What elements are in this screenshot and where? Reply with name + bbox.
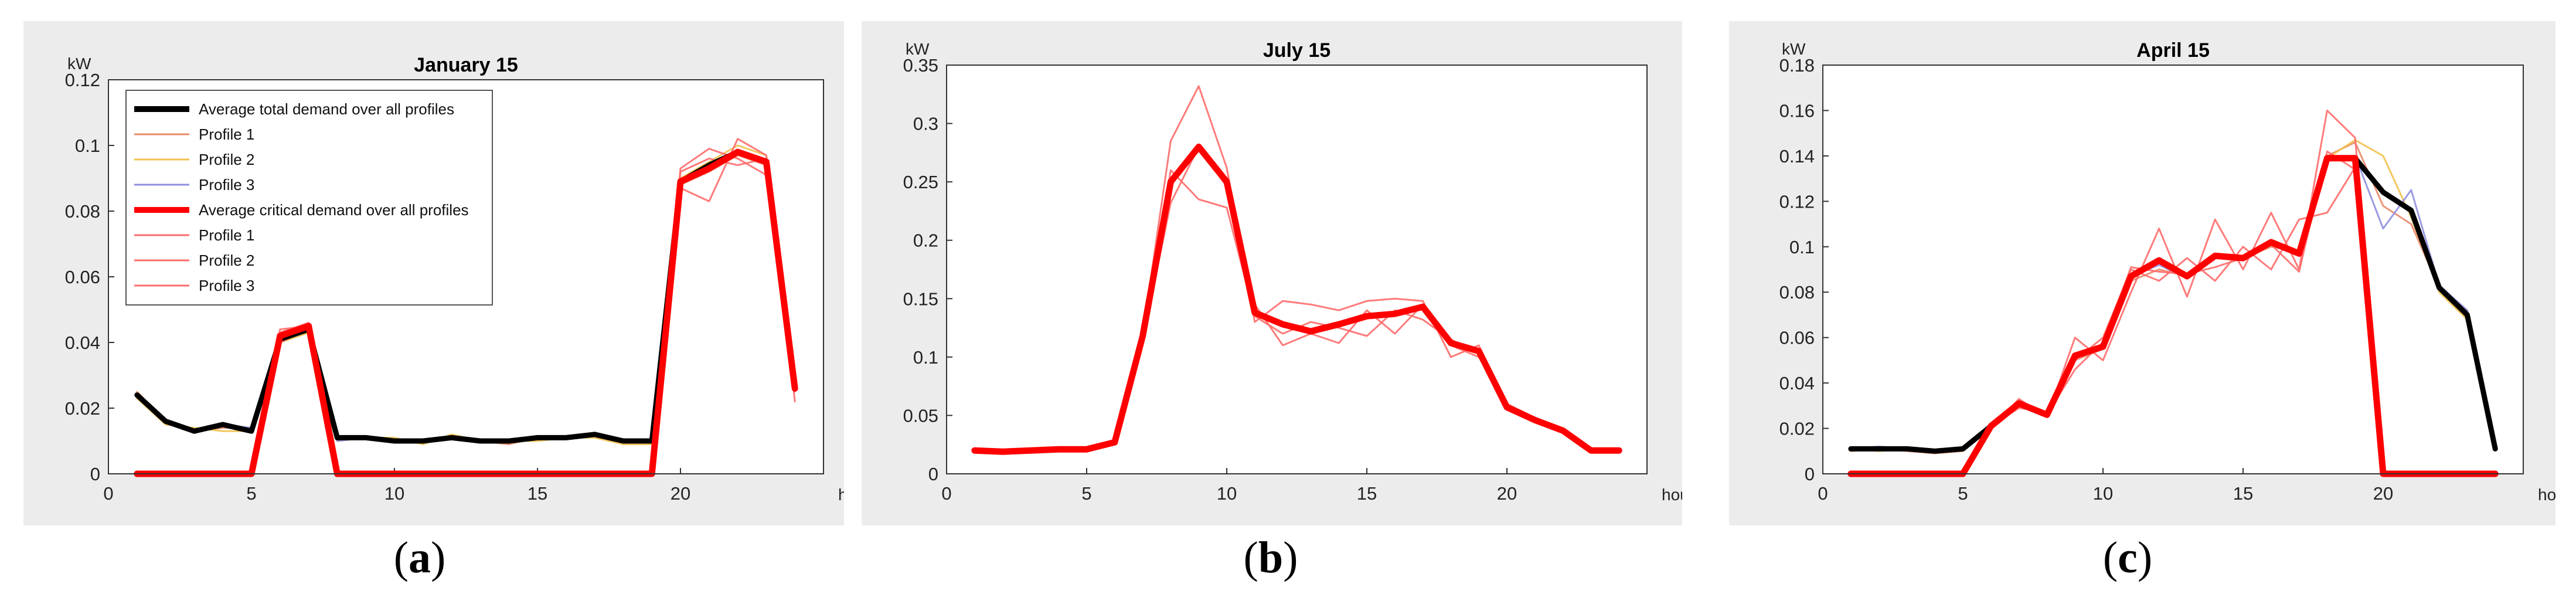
y-tick-label: 0.3 <box>913 114 938 134</box>
legend-entry-label: Profile 1 <box>199 226 254 244</box>
x-tick-label: 15 <box>1357 483 1377 504</box>
y-tick-label: 0.1 <box>75 135 100 156</box>
x-tick-label: 20 <box>1497 483 1517 504</box>
y-axis-label: kW <box>906 40 930 58</box>
x-axis-label: hours <box>2538 486 2555 504</box>
y-axis-label: kW <box>67 55 91 73</box>
legend-entry-label: Profile 2 <box>199 151 254 168</box>
y-tick-label: 0.04 <box>65 332 100 353</box>
x-tick-label: 20 <box>671 483 690 504</box>
y-axis-label: kW <box>1782 40 1806 58</box>
legend-entry-label: Profile 3 <box>199 176 254 194</box>
y-tick-label: 0.02 <box>65 398 100 419</box>
x-tick-label: 5 <box>246 483 256 504</box>
sublabel-b: (b) <box>1243 533 1298 582</box>
y-tick-label: 0.16 <box>1779 100 1815 121</box>
axes-frame <box>946 65 1648 474</box>
plot-area <box>947 65 1647 474</box>
chart-panel-january: January 15 kW hours 0 0.02 0.04 0.06 0.08 0.1 0.1… <box>23 21 844 525</box>
y-tick-label: 0.35 <box>903 55 938 76</box>
x-tick-label: 10 <box>2093 483 2113 504</box>
y-tick-label: 0.02 <box>1779 419 1815 439</box>
sublabel-c: (c) <box>2102 533 2153 582</box>
y-tick-label: 0.18 <box>1779 55 1815 76</box>
y-tick-label: 0.14 <box>1779 146 1815 167</box>
y-tick-label: 0.2 <box>913 230 938 251</box>
axes-frame <box>108 79 824 474</box>
chart-january-15: January 15 kW hours 0 0.02 0.04 0.06 0.08 0.1 0.1… <box>65 54 844 504</box>
chart-title: April 15 <box>2136 39 2210 62</box>
y-tick-label: 0.06 <box>65 267 100 287</box>
legend-entry-label: Average total demand over all profiles <box>199 100 454 118</box>
y-tick-label: 0.12 <box>1779 191 1815 212</box>
x-tick-label: 15 <box>528 483 547 504</box>
x-tick-label: 10 <box>384 483 404 504</box>
y-tick-label: 0 <box>90 464 100 484</box>
x-tick-label: 15 <box>2233 483 2253 504</box>
y-tick-label: 0.1 <box>1789 237 1815 257</box>
x-tick-label: 10 <box>1217 483 1237 504</box>
y-tick-label: 0 <box>1805 464 1815 484</box>
y-tick-label: 0 <box>928 464 938 484</box>
y-tick-label: 0.25 <box>903 172 938 192</box>
x-tick-label: 0 <box>103 483 113 504</box>
x-axis-label: hours <box>1662 486 1682 504</box>
legend-entry-label: Profile 1 <box>199 125 254 143</box>
y-tick-label: 0.1 <box>913 347 938 368</box>
chart-title: July 15 <box>1263 39 1330 62</box>
legend-entry-label: Profile 3 <box>199 277 254 294</box>
sublabel-a: (a) <box>393 533 446 582</box>
y-tick-label: 0.08 <box>1779 282 1815 303</box>
chart-title: January 15 <box>414 54 518 76</box>
y-tick-label: 0.05 <box>903 405 938 426</box>
chart-panel-july: July 15 kW hours 0 0.05 0.1 0.15 0.2 0.25 0.3 0.35… <box>862 21 1682 525</box>
chart-panel-april: April 15 kW hours 0 0.02 0.04 0.06 0.08 0.1 0.12 0… <box>1729 21 2555 525</box>
chart-july-15: July 15 kW hours 0 0.05 0.1 0.15 0.2 0.25 0.3 0.35… <box>903 39 1682 504</box>
x-tick-label: 5 <box>1081 483 1091 504</box>
legend-entry-label: Profile 2 <box>199 252 254 269</box>
y-tick-label: 0.04 <box>1779 373 1815 393</box>
y-tick-label: 0.12 <box>65 70 100 90</box>
chart-april-15: April 15 kW hours 0 0.02 0.04 0.06 0.08 0.1 0.12 0… <box>1779 39 2555 504</box>
series-line-critical-average-critical-demand-over-all-profiles <box>971 143 1622 455</box>
x-tick-label: 5 <box>1958 483 1968 504</box>
y-tick-label: 0.06 <box>1779 328 1815 348</box>
x-axis-label: hours <box>838 486 844 504</box>
legend-box <box>125 90 493 306</box>
legend-entry-label: Average critical demand over all profile… <box>199 201 469 219</box>
y-tick-label: 0.15 <box>903 289 938 309</box>
x-tick-label: 20 <box>2373 483 2393 504</box>
axes-frame <box>1822 65 2524 474</box>
y-tick-label: 0.08 <box>65 201 100 222</box>
x-tick-label: 0 <box>941 483 951 504</box>
x-tick-label: 0 <box>1818 483 1828 504</box>
